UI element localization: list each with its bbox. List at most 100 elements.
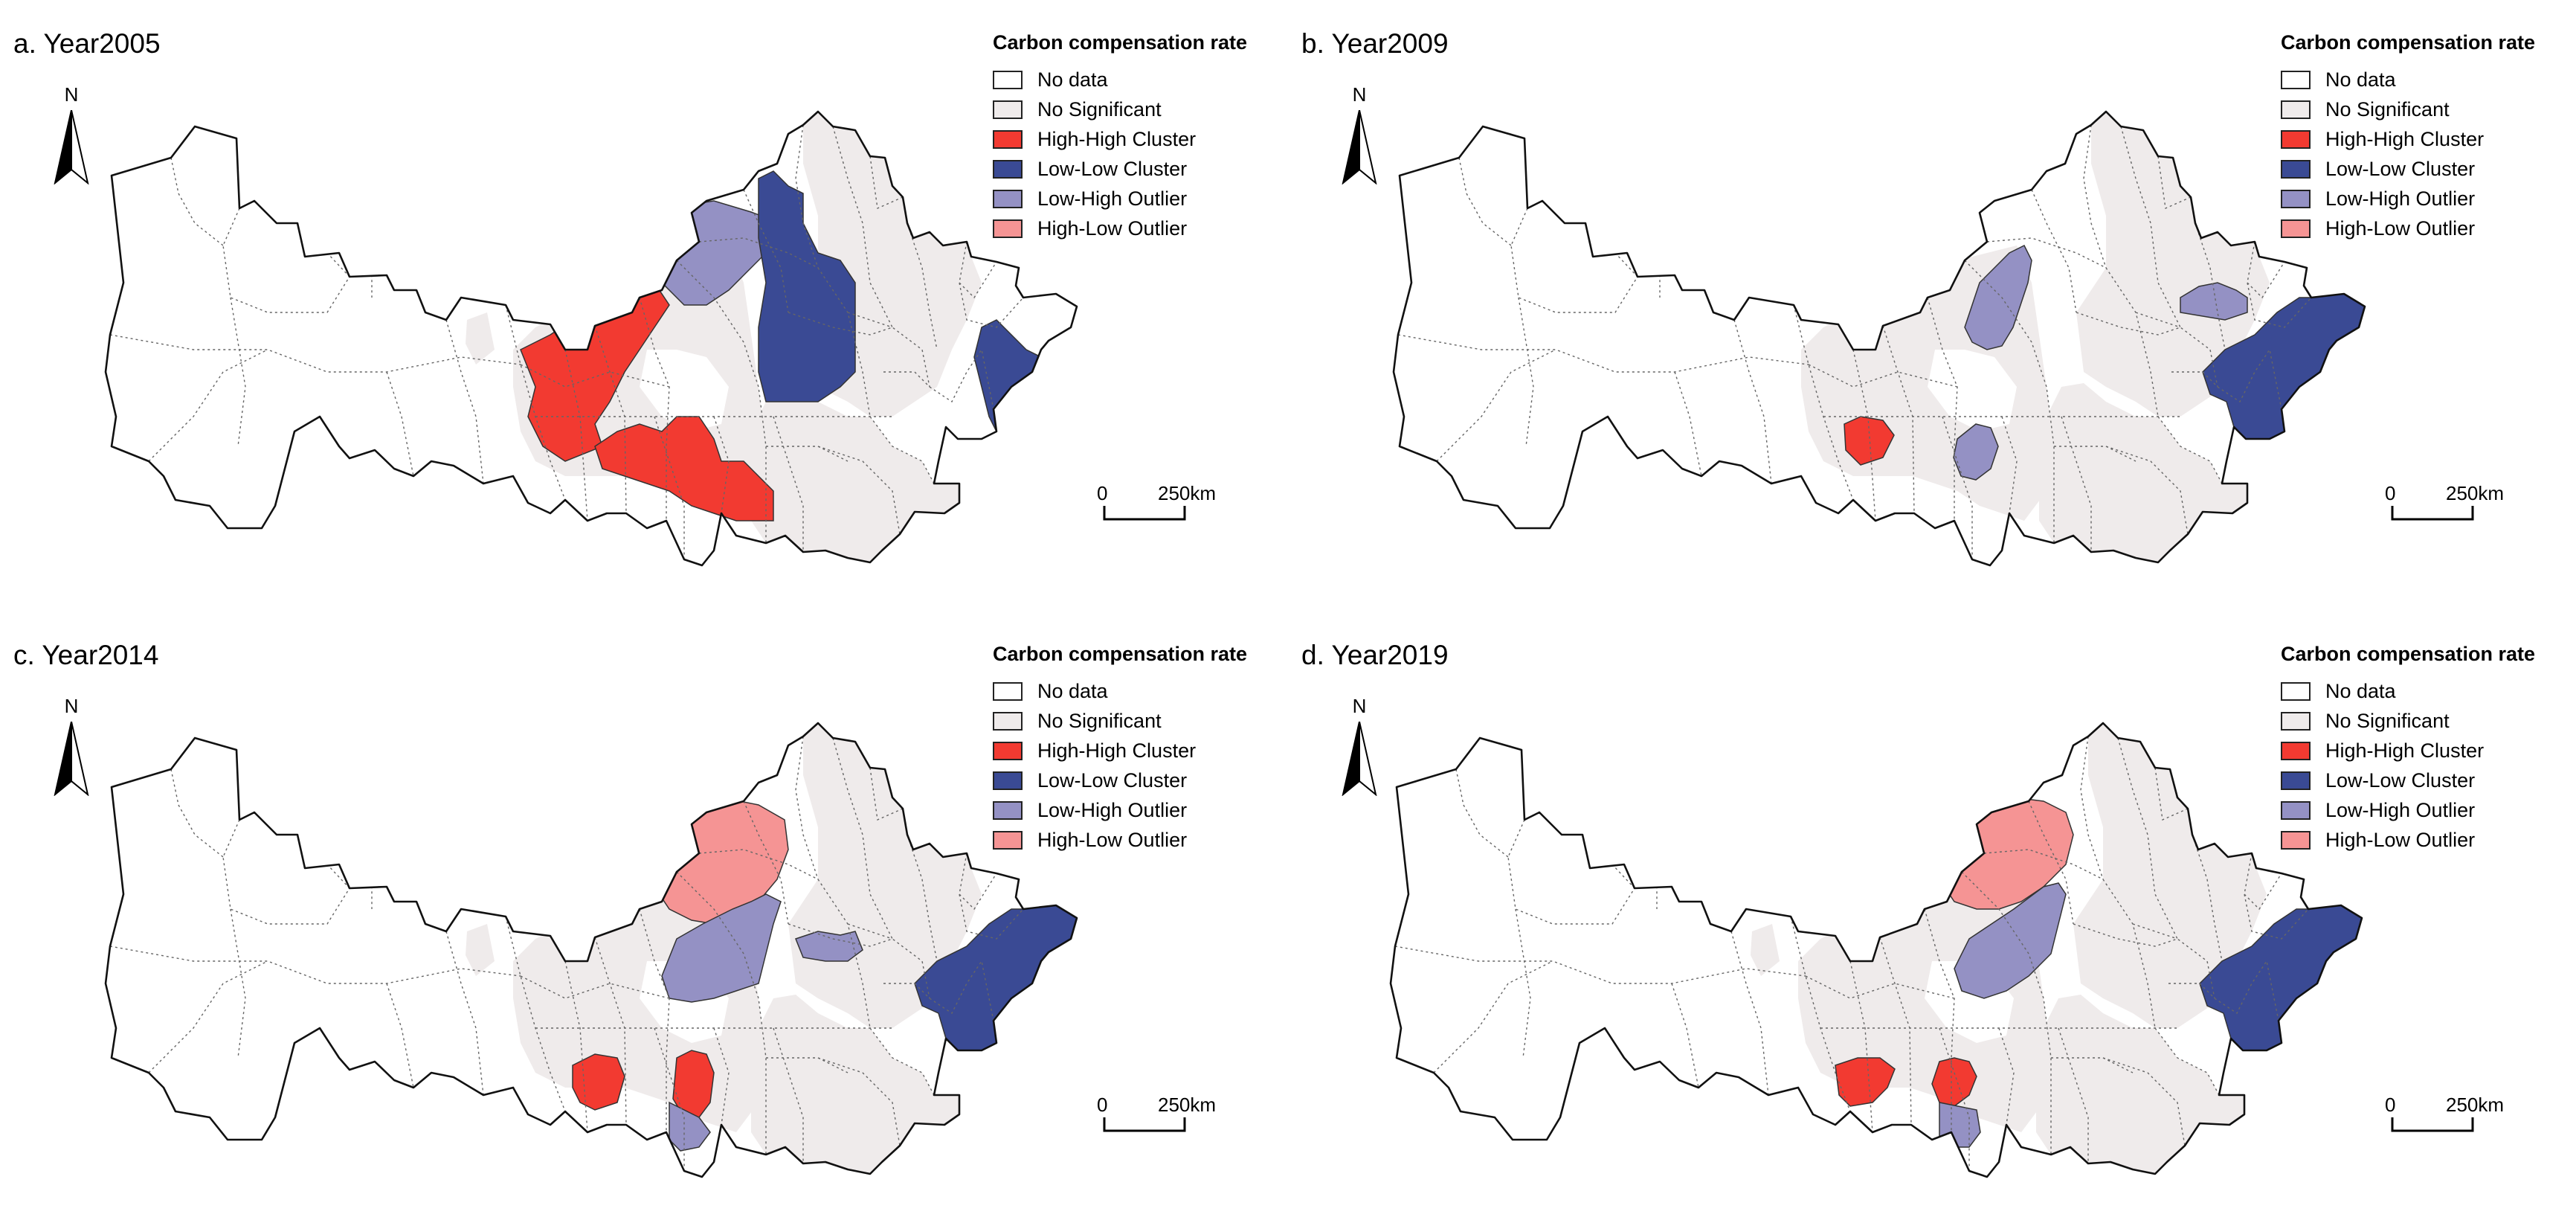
- legend-swatch-low-low-cluster: [993, 159, 1023, 179]
- legend-item: No Significant: [2281, 94, 2563, 124]
- legend-title: Carbon compensation rate: [993, 643, 1248, 665]
- legend-label: High-Low Outlier: [1037, 828, 1188, 851]
- north-arrow-icon: [1342, 722, 1377, 796]
- legend-label: High-High Cluster: [2325, 739, 2485, 762]
- map-region-no-significant: [1751, 924, 1780, 976]
- north-arrow: N: [51, 695, 92, 799]
- map-boundary-line: [2195, 222, 2226, 350]
- map-boundary-line: [1433, 960, 1553, 1073]
- north-arrow: N: [1339, 695, 1380, 799]
- legend-swatch-high-low-outlier: [993, 830, 1023, 850]
- legend-item: No Significant: [993, 94, 1275, 124]
- legend-swatch-low-high-outlier: [2281, 800, 2311, 820]
- scale-bar-line: [1103, 1117, 1186, 1132]
- legend-label: Low-High Outlier: [1037, 798, 1188, 821]
- legend-label: Low-High Outlier: [2325, 187, 2476, 210]
- north-arrow-icon: [1342, 110, 1377, 184]
- legend-label: High-Low Outlier: [2325, 216, 2476, 240]
- legend-swatch-high-low-outlier: [993, 219, 1023, 238]
- map-boundary-line: [1515, 908, 1531, 1059]
- map-boundary-line: [170, 768, 224, 858]
- map-boundary-line: [959, 873, 997, 911]
- legend-label: High-High Cluster: [2325, 127, 2485, 150]
- map-boundary-line: [1852, 349, 1876, 521]
- map-boundary-line: [170, 157, 224, 246]
- map-region-low-high-outlier: [1939, 1102, 1981, 1148]
- map-boundary-line: [1939, 1027, 1970, 1171]
- panel-title: c. Year2014: [13, 640, 159, 670]
- map-boundary-line: [2120, 126, 2181, 328]
- map-boundary-line: [1964, 260, 2055, 543]
- map-boundary-line: [973, 446, 1072, 477]
- scale-distance-label: 250km: [1158, 1094, 1217, 1116]
- legend-label: No data: [1037, 68, 1108, 91]
- north-label: N: [64, 695, 79, 717]
- map-region-high-high-cluster: [594, 416, 774, 521]
- map-boundary-line: [109, 334, 521, 373]
- map-panel: b. Year2009 N Carbon compensation rate N…: [1288, 0, 2576, 612]
- map-boundary-line: [1849, 960, 1873, 1133]
- map-boundary-line: [1671, 983, 1699, 1088]
- map-boundary-line: [520, 364, 670, 388]
- map-boundary-line: [907, 834, 938, 962]
- legend-label: Low-High Outlier: [1037, 187, 1188, 210]
- map-boundary-line: [1808, 364, 1958, 388]
- legend-label: High-Low Outlier: [1037, 216, 1188, 240]
- legend-swatch-high-high-cluster: [2281, 129, 2311, 149]
- map-region-no-significant: [466, 924, 495, 976]
- scale-zero-label: 0: [2385, 1094, 2396, 1116]
- map-region-no-significant: [466, 312, 495, 365]
- map-region-high-high-cluster: [572, 1053, 625, 1111]
- legend: Carbon compensation rate No data No Sign…: [2281, 31, 2563, 243]
- legend-swatch-high-high-cluster: [993, 129, 1023, 149]
- scale-distance-label: 250km: [2446, 482, 2505, 504]
- legend-item: Low-High Outlier: [993, 795, 1275, 825]
- map-region-high-high-cluster: [1835, 1057, 1896, 1107]
- legend: Carbon compensation rate No data No Sign…: [993, 31, 1275, 243]
- legend-label: No data: [2325, 68, 2396, 91]
- map-panel: c. Year2014 N Carbon compensation rate N…: [0, 612, 1288, 1223]
- map-boundary-line: [788, 312, 930, 388]
- map-region-high-high-cluster: [672, 1050, 715, 1118]
- legend-label: No Significant: [2325, 97, 2450, 121]
- legend-item: High-High Cluster: [993, 736, 1275, 765]
- legend-label: High-Low Outlier: [2325, 828, 2476, 851]
- legend-swatch-low-low-cluster: [2281, 771, 2311, 790]
- legend-swatch-low-high-outlier: [993, 189, 1023, 208]
- map-boundary-line: [676, 871, 767, 1155]
- legend-swatch-low-high-outlier: [993, 800, 1023, 820]
- legend-item: High-Low Outlier: [2281, 825, 2563, 855]
- legend-label: Low-Low Cluster: [2325, 768, 2476, 792]
- map-boundary-line: [817, 1057, 901, 1146]
- north-label: N: [1352, 83, 1367, 106]
- map-boundary-line: [148, 960, 268, 1073]
- legend-label: No Significant: [1037, 709, 1162, 732]
- legend-item: Low-High Outlier: [2281, 795, 2563, 825]
- scale-zero-label: 0: [1097, 1094, 1108, 1116]
- legend-item: Low-Low Cluster: [993, 154, 1275, 184]
- map-boundary-line: [148, 349, 268, 462]
- map-boundary-line: [2054, 446, 2137, 462]
- map-boundary-line: [654, 416, 685, 559]
- map-panel: a. Year2005 N Carbon compensation rate N…: [0, 0, 1288, 612]
- legend-label: No data: [2325, 679, 2396, 702]
- legend-swatch-no-data: [993, 681, 1023, 701]
- map-boundary-line: [795, 124, 819, 269]
- legend: Carbon compensation rate No data No Sign…: [993, 643, 1275, 855]
- map-region-low-high-outlier: [2180, 282, 2248, 321]
- map-boundary-line: [1942, 416, 1973, 559]
- map-boundary-line: [222, 208, 350, 313]
- map-boundary-line: [2247, 261, 2285, 299]
- map-region-low-high-outlier: [1954, 882, 2067, 999]
- map-boundary-line: [869, 416, 935, 484]
- legend-item: Low-Low Cluster: [993, 765, 1275, 795]
- map-outline: [1389, 722, 2363, 1178]
- map-boundary-line: [564, 960, 588, 1133]
- map-boundary-line: [766, 446, 849, 462]
- legend-item: High-Low Outlier: [2281, 214, 2563, 243]
- legend-item: No data: [993, 65, 1275, 94]
- map-canvas: [1389, 722, 2363, 1178]
- map-boundary-line: [795, 736, 819, 880]
- legend-swatch-no-data: [2281, 681, 2311, 701]
- scale-bar-line: [2391, 506, 2474, 521]
